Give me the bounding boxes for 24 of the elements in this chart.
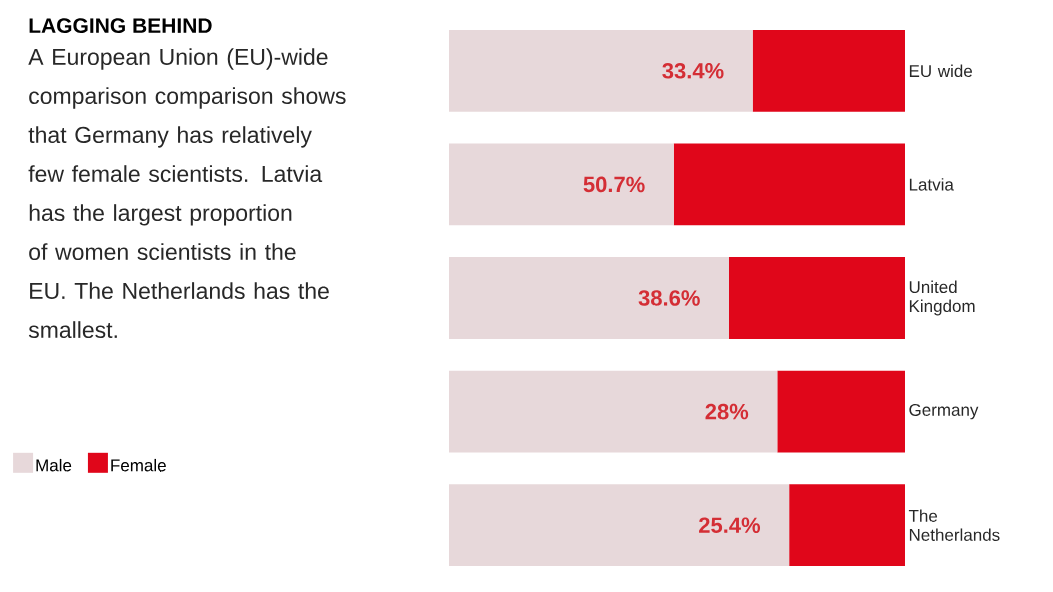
y-tick-label: EU wide [909,64,972,78]
text: LAGGING BEHIND [29,18,212,34]
bar [449,257,729,339]
legend-label: Female [111,458,166,472]
y-tick-label: Germany [909,403,979,420]
y-tick-label: United Kingdom [909,280,975,316]
y-tick-label: Latvia [909,178,954,191]
bar [673,143,905,226]
y-tick-label: The Netherlands [908,509,1000,541]
bar [789,484,905,567]
bar [777,370,905,453]
data-label: 38.6% [638,290,700,306]
bar [449,29,753,112]
data-label: 33.4% [662,62,724,79]
text: A European Union (EU)-wide comparison comparison shows that Germany has relatively few female scientists. Latvia has the largest proportion of women scientists in the EU. The Netherlands has the smallest. [28,48,346,339]
bar [728,257,905,339]
bar [752,29,905,112]
data-label: 25.4% [699,517,761,533]
data-label: 28% [705,403,749,420]
legend-label: Male [36,458,72,472]
bar [449,484,790,567]
data-label: 50.7% [583,176,645,193]
bar [449,370,778,453]
bar [449,143,674,226]
